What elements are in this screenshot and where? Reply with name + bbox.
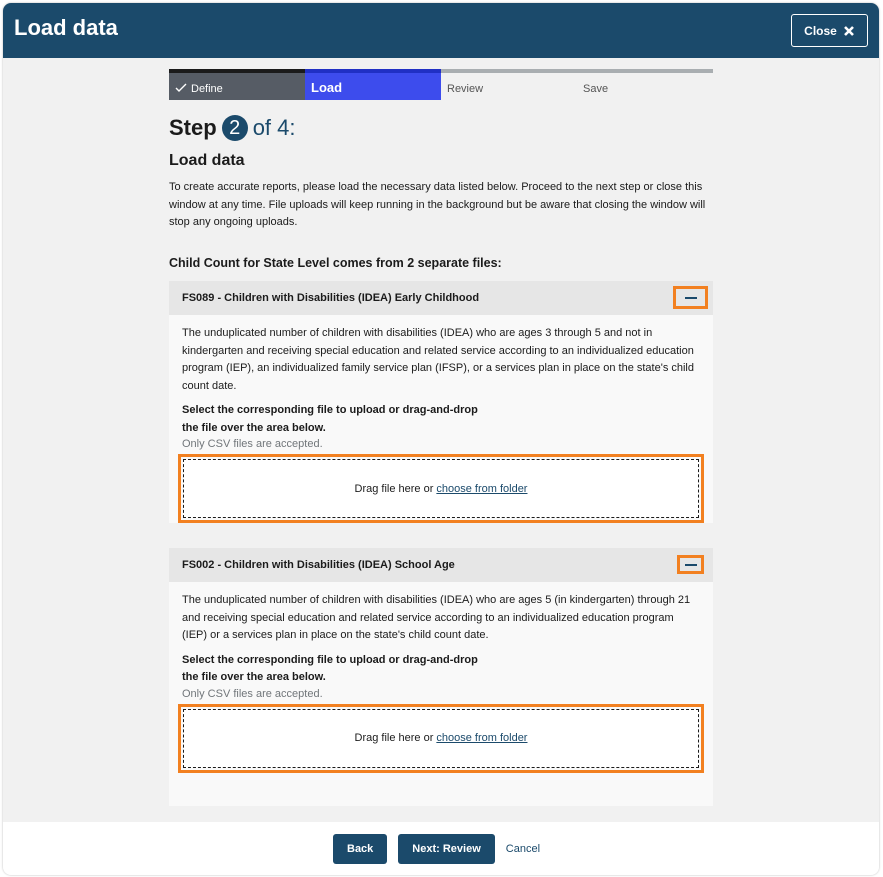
drop-text: Drag file here or [354, 482, 434, 495]
file-accordion-fs089: FS089 - Children with Disabilities (IDEA… [169, 281, 713, 523]
files-heading: Child Count for State Level comes from 2… [169, 256, 502, 270]
step-total: of 4: [252, 115, 296, 140]
next-review-button[interactable]: Next: Review [398, 833, 495, 864]
step-define: Define [169, 69, 305, 100]
close-button[interactable]: Close [791, 14, 868, 47]
step-heading: Step 2 of 4: [169, 115, 713, 141]
step-save: Save [577, 69, 713, 100]
upload-instructions: Select the corresponding file to upload … [182, 653, 478, 684]
file-description: The unduplicated number of children with… [182, 594, 691, 641]
back-button[interactable]: Back [333, 833, 388, 864]
file-description: The unduplicated number of children with… [182, 327, 694, 392]
close-label: Close [804, 23, 837, 38]
intro-text: To create accurate reports, please load … [169, 181, 706, 228]
choose-from-folder-link[interactable]: choose from folder [436, 482, 528, 495]
drop-text: Drag file here or [354, 732, 434, 744]
step-load: Load [305, 69, 441, 100]
check-icon [175, 83, 187, 92]
step-review: Review [441, 69, 577, 100]
cancel-link[interactable]: Cancel [505, 842, 541, 855]
accordion-title: FS089 - Children with Disabilities (IDEA… [182, 292, 480, 304]
step-number: 2 [221, 115, 248, 141]
step-prefix: Step [169, 115, 217, 140]
step-label: Review [447, 83, 484, 95]
minus-icon [684, 563, 697, 566]
step-label: Define [191, 83, 223, 95]
file-accordion-fs002: FS002 - Children with Disabilities (IDEA… [169, 548, 713, 806]
collapse-button[interactable] [673, 286, 708, 309]
close-icon [843, 25, 854, 36]
upload-instructions: Select the corresponding file to upload … [182, 404, 478, 434]
accordion-header[interactable]: FS002 - Children with Disabilities (IDEA… [169, 548, 713, 582]
step-label: Save [583, 83, 609, 95]
collapse-button[interactable] [677, 555, 704, 574]
section-title: Load data [169, 152, 245, 169]
file-type-hint: Only CSV files are accepted. [182, 438, 323, 450]
load-data-modal: Load data Close Define Load Review Save … [3, 3, 879, 875]
choose-from-folder-link[interactable]: choose from folder [436, 732, 528, 744]
file-type-hint: Only CSV files are accepted. [182, 687, 323, 700]
accordion-header[interactable]: FS089 - Children with Disabilities (IDEA… [169, 281, 713, 315]
file-drop-zone[interactable]: Drag file here or choose from folder [178, 454, 704, 523]
step-label: Load [311, 80, 343, 95]
accordion-title: FS002 - Children with Disabilities (IDEA… [182, 559, 455, 571]
step-indicator: Define Load Review Save [169, 69, 713, 100]
minus-icon [684, 296, 697, 299]
modal-footer: Back Next: Review Cancel [3, 822, 879, 875]
modal-header: Load data Close [3, 3, 879, 58]
file-drop-zone[interactable]: Drag file here or choose from folder [178, 703, 704, 773]
modal-title: Load data [14, 15, 118, 40]
